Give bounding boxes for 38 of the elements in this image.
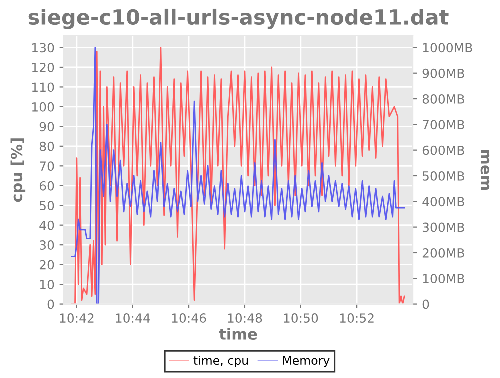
y2-tick-label: 500MB	[422, 171, 464, 181]
y-tick-label: 70	[40, 162, 54, 172]
y2-tick-label: 1000MB	[423, 43, 472, 53]
y-tick-label: 80	[40, 142, 54, 152]
chart-title: siege-c10-all-urls-async-node11.dat	[28, 8, 449, 30]
y-axis-title: cpu [%]	[10, 138, 26, 202]
y2-tick-label: 100MB	[423, 274, 464, 284]
y-tick-label: 60	[40, 181, 54, 191]
y-tick-label: 120	[32, 62, 54, 72]
y2-tick-label: 800MB	[422, 94, 464, 104]
x-tick-label: 10:42	[60, 314, 94, 323]
x-tick-label: 10:52	[340, 314, 374, 323]
y2-tick-label: 400MB	[422, 197, 464, 207]
y2-tick-label: 200MB	[422, 248, 464, 258]
y2-axis-title: mem	[480, 150, 490, 190]
y2-tick-label: 300MB	[422, 222, 464, 232]
y-tick-label: 20	[40, 260, 54, 270]
line-series	[71, 47, 406, 304]
legend-label: Memory	[283, 356, 330, 368]
legend-label: time, cpu	[194, 356, 248, 368]
y-tick-label: 10	[40, 280, 54, 290]
y-tick-label: 130	[32, 43, 54, 53]
y-tick-label: 40	[40, 220, 54, 230]
y-tick-label: 0	[48, 300, 54, 310]
x-tick-label: 10:44	[116, 314, 150, 323]
x-tick-label: 10:48	[228, 314, 262, 323]
x-tick-label: 10:50	[284, 314, 318, 323]
y2-tick-label: 0	[422, 300, 430, 310]
y2-tick-label: 900MB	[422, 68, 464, 78]
y-tick-label: 110	[32, 82, 54, 92]
y-tick-label: 30	[40, 240, 54, 250]
y-tick-label: 90	[40, 122, 54, 132]
y-tick-label: 100	[32, 102, 54, 112]
y-tick-label: 50	[40, 201, 54, 211]
y2-tick-label: 600MB	[422, 146, 464, 156]
y2-tick-label: 700MB	[423, 120, 464, 130]
x-tick-label: 10:46	[172, 314, 206, 323]
x-axis-title: time	[219, 328, 258, 340]
